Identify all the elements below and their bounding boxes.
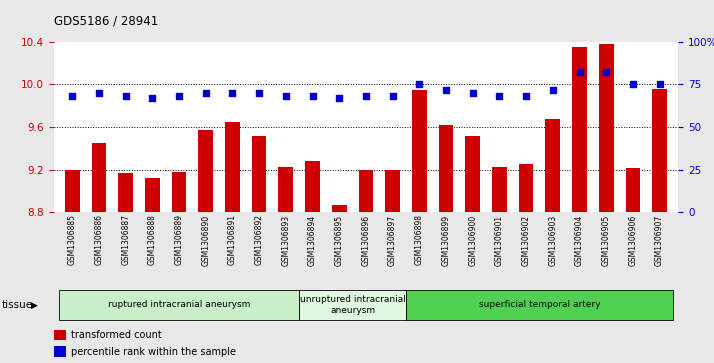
Point [253, 90, 265, 96]
Bar [519, 164, 533, 212]
Text: GDS5186 / 28941: GDS5186 / 28941 [54, 14, 158, 27]
Bar [625, 168, 640, 212]
Text: GSM1306902: GSM1306902 [522, 215, 531, 266]
Text: GSM1306887: GSM1306887 [121, 215, 130, 265]
Point [66, 93, 78, 99]
Text: GSM1306905: GSM1306905 [602, 215, 610, 266]
Text: transformed count: transformed count [71, 330, 161, 340]
Bar [54, 330, 66, 340]
Text: GSM1306907: GSM1306907 [655, 215, 664, 266]
Text: tissue: tissue [1, 300, 33, 310]
Text: GSM1306901: GSM1306901 [495, 215, 504, 266]
Text: ruptured intracranial aneurysm: ruptured intracranial aneurysm [108, 301, 250, 309]
Point [521, 93, 532, 99]
Point [654, 82, 665, 87]
Text: unruptured intracranial
aneurysm: unruptured intracranial aneurysm [300, 295, 406, 315]
Text: GSM1306889: GSM1306889 [174, 215, 183, 265]
Bar [305, 161, 320, 212]
Text: GSM1306897: GSM1306897 [388, 215, 397, 266]
Point [307, 93, 318, 99]
Bar [65, 170, 79, 212]
Bar [54, 346, 66, 357]
Point [361, 93, 372, 99]
Point [441, 87, 452, 93]
Bar [198, 130, 213, 212]
Bar [225, 122, 240, 212]
Text: GSM1306904: GSM1306904 [575, 215, 584, 266]
FancyBboxPatch shape [299, 290, 406, 320]
Point [627, 82, 638, 87]
Text: GSM1306885: GSM1306885 [68, 215, 76, 265]
Point [467, 90, 478, 96]
Bar [358, 170, 373, 212]
Bar [332, 205, 346, 212]
FancyBboxPatch shape [59, 290, 299, 320]
Bar [438, 125, 453, 212]
Bar [492, 167, 507, 212]
Point [120, 93, 131, 99]
Point [493, 93, 505, 99]
Text: GSM1306895: GSM1306895 [335, 215, 343, 266]
Point [574, 70, 585, 76]
Text: GSM1306888: GSM1306888 [148, 215, 157, 265]
Point [94, 90, 105, 96]
Text: percentile rank within the sample: percentile rank within the sample [71, 347, 236, 356]
Bar [412, 90, 427, 212]
Bar [386, 170, 400, 212]
Text: GSM1306892: GSM1306892 [255, 215, 263, 265]
Text: GSM1306891: GSM1306891 [228, 215, 237, 265]
Bar [171, 172, 186, 212]
Bar [91, 143, 106, 212]
Bar [145, 178, 160, 212]
Point [174, 93, 185, 99]
Bar [119, 173, 133, 212]
Point [413, 82, 425, 87]
Text: GSM1306893: GSM1306893 [281, 215, 291, 266]
Bar [653, 89, 667, 212]
Text: GSM1306896: GSM1306896 [361, 215, 371, 266]
Point [200, 90, 211, 96]
Point [600, 70, 612, 76]
Point [227, 90, 238, 96]
Bar [466, 136, 480, 212]
Bar [545, 119, 560, 212]
Text: GSM1306903: GSM1306903 [548, 215, 558, 266]
Bar [252, 136, 266, 212]
Text: GSM1306900: GSM1306900 [468, 215, 477, 266]
Text: GSM1306890: GSM1306890 [201, 215, 210, 266]
Bar [278, 167, 293, 212]
Text: GSM1306898: GSM1306898 [415, 215, 424, 265]
Bar [599, 44, 613, 212]
Text: GSM1306899: GSM1306899 [441, 215, 451, 266]
Text: GSM1306886: GSM1306886 [94, 215, 104, 265]
Point [280, 93, 291, 99]
Text: GSM1306894: GSM1306894 [308, 215, 317, 266]
Text: GSM1306906: GSM1306906 [628, 215, 638, 266]
Bar [572, 47, 587, 212]
Point [333, 95, 345, 101]
Point [146, 95, 158, 101]
Text: superficial temporal artery: superficial temporal artery [478, 301, 600, 309]
FancyBboxPatch shape [406, 290, 673, 320]
Point [387, 93, 398, 99]
Point [547, 87, 558, 93]
Text: ▶: ▶ [31, 301, 38, 309]
